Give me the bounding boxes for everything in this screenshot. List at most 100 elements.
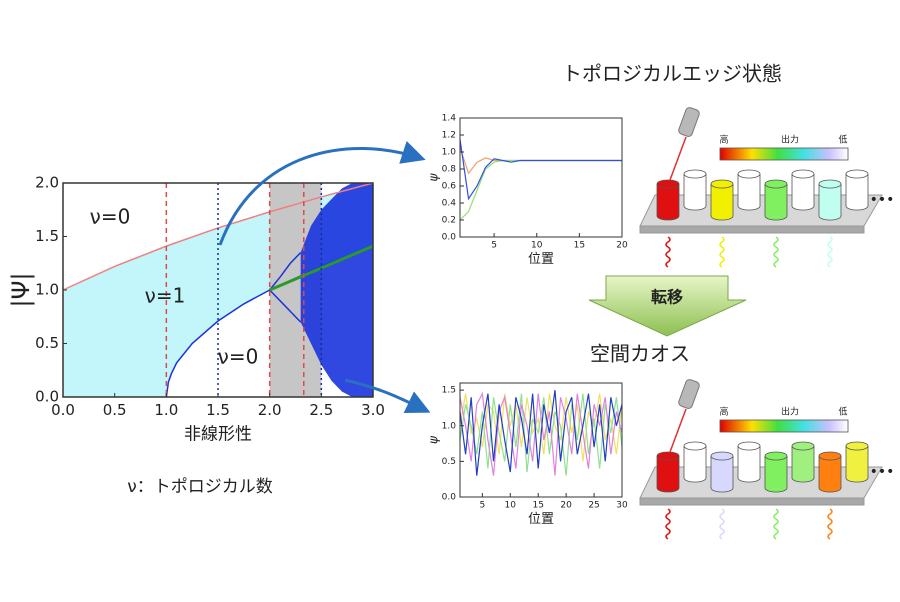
cylinder-body bbox=[711, 456, 733, 488]
y-tick-label: 1.0 bbox=[35, 281, 59, 299]
cylinder-body bbox=[684, 446, 706, 478]
cylinder-body bbox=[792, 174, 814, 206]
emission-wave bbox=[827, 508, 833, 540]
y-axis-label: ψ bbox=[427, 172, 441, 181]
y-tick-label: 1.2 bbox=[442, 131, 456, 141]
series-line bbox=[459, 390, 623, 476]
emission-wave bbox=[827, 236, 833, 268]
panel-title: トポロジカルエッジ状態 bbox=[562, 62, 782, 86]
series-line bbox=[459, 139, 622, 201]
x-tick-label: 5 bbox=[491, 241, 497, 251]
emission-wave bbox=[665, 236, 671, 268]
cylinder-body bbox=[765, 456, 787, 488]
x-tick-label: 15 bbox=[574, 241, 585, 251]
annotation: ν=0 bbox=[90, 205, 131, 229]
y-tick-label: 1.5 bbox=[35, 227, 59, 245]
y-tick-label: 0.4 bbox=[442, 199, 457, 209]
cylinder-body bbox=[738, 446, 760, 478]
series-line bbox=[62, 182, 374, 291]
y-tick-label: 0.5 bbox=[35, 334, 59, 352]
emission-wave bbox=[719, 236, 725, 268]
x-axis-label: 位置 bbox=[528, 512, 554, 527]
x-tick-label: 2.0 bbox=[258, 401, 282, 419]
cylinder-body bbox=[846, 174, 868, 206]
laser-beam bbox=[669, 136, 687, 181]
y-tick-label: 0.2 bbox=[442, 216, 456, 226]
colorbar-label: 高 bbox=[719, 406, 728, 418]
y-tick-label: 0.8 bbox=[442, 165, 457, 175]
y-tick-label: 1.0 bbox=[442, 148, 457, 158]
chaos-area bbox=[300, 183, 373, 397]
cylinder-top bbox=[845, 169, 869, 179]
cylinder-body bbox=[711, 184, 733, 216]
y-axis-label: |Ψ| bbox=[7, 272, 35, 307]
x-tick-label: 20 bbox=[560, 501, 572, 511]
y-tick-label: 0.0 bbox=[442, 233, 457, 243]
x-tick-label: 20 bbox=[616, 241, 628, 251]
cylinder-top bbox=[737, 169, 761, 179]
x-tick-label: 25 bbox=[588, 501, 599, 511]
cylinder-top bbox=[818, 179, 842, 189]
series-line bbox=[459, 391, 623, 476]
y-tick-label: 0.5 bbox=[442, 457, 456, 467]
x-axis-label: 位置 bbox=[528, 252, 554, 267]
cylinder-top bbox=[683, 441, 707, 451]
x-tick-label: 10 bbox=[531, 241, 543, 251]
transition-arrow bbox=[588, 275, 747, 337]
emission-wave bbox=[665, 508, 671, 540]
plot-frame bbox=[459, 382, 623, 498]
laser-beam bbox=[669, 408, 687, 453]
annotation: ν=0 bbox=[218, 345, 259, 369]
annotation: ν=1 bbox=[145, 284, 186, 308]
series-line bbox=[269, 289, 302, 323]
colorbar bbox=[719, 147, 849, 161]
link-arrow bbox=[344, 378, 431, 414]
panel-title: 空間カオス bbox=[590, 342, 690, 366]
x-tick-label: 5 bbox=[479, 501, 485, 511]
plate-edge bbox=[639, 497, 865, 506]
cylinder-top bbox=[656, 451, 680, 461]
legend-note: ν：トポロジカル数 bbox=[127, 477, 273, 497]
cylinder-top bbox=[656, 179, 680, 189]
colorbar-label: 出力 bbox=[781, 134, 799, 146]
colorbar bbox=[719, 419, 849, 433]
plate-edge bbox=[639, 225, 865, 234]
cylinder-top bbox=[710, 451, 734, 461]
link-arrow bbox=[218, 140, 426, 246]
x-tick-label: 15 bbox=[532, 501, 543, 511]
x-tick-label: 0.5 bbox=[103, 401, 127, 419]
y-axis-label: ψ bbox=[427, 435, 441, 444]
colorbar-label: 低 bbox=[838, 134, 847, 146]
plot-area bbox=[460, 118, 622, 237]
y-tick-label: 0.0 bbox=[35, 388, 59, 406]
x-tick-label: 3.0 bbox=[361, 401, 385, 419]
colorbar-label: 高 bbox=[719, 134, 728, 146]
x-tick-label: 1.5 bbox=[206, 401, 230, 419]
x-tick-label: 0.0 bbox=[51, 401, 75, 419]
y-tick-label: 1.4 bbox=[442, 114, 457, 124]
x-tick-label: 30 bbox=[616, 501, 628, 511]
emission-wave bbox=[719, 508, 725, 540]
series-line bbox=[269, 252, 302, 291]
plot-frame bbox=[459, 117, 623, 238]
colorbar-label: 出力 bbox=[781, 406, 799, 418]
cylinder-body bbox=[819, 456, 841, 488]
x-axis-label: 非線形性 bbox=[184, 425, 252, 445]
cylinder-top bbox=[764, 451, 788, 461]
laser bbox=[678, 107, 700, 137]
cylinder-top bbox=[818, 451, 842, 461]
cylinder-top bbox=[737, 441, 761, 451]
cylinder-top bbox=[764, 179, 788, 189]
cylinder-top bbox=[791, 441, 815, 451]
more-indicator: ••• bbox=[870, 192, 895, 208]
y-tick-label: 1.5 bbox=[442, 386, 456, 396]
x-tick-label: 2.5 bbox=[309, 401, 333, 419]
y-tick-label: 0.6 bbox=[442, 182, 457, 192]
cylinder-body bbox=[684, 174, 706, 206]
y-tick-label: 2.0 bbox=[35, 174, 59, 192]
cylinder-body bbox=[657, 456, 679, 488]
x-tick-label: 10 bbox=[505, 501, 517, 511]
colorbar-label: 低 bbox=[838, 406, 847, 418]
